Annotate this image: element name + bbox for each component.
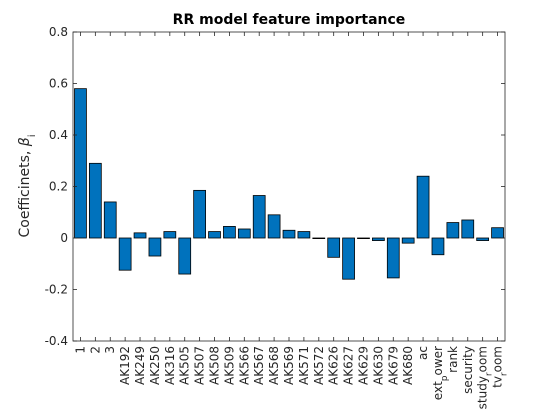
- y-tick-label: -0.2: [45, 283, 68, 297]
- bar-AK571: [297, 231, 311, 239]
- bar-AK567: [252, 195, 266, 239]
- plot-frame: [72, 31, 506, 342]
- bar-AK679: [386, 237, 400, 279]
- bar-AK568: [267, 214, 281, 239]
- x-tick-label: studyroom: [476, 346, 495, 409]
- bar-AK316: [163, 231, 177, 239]
- x-tick-label: AK316: [163, 346, 177, 385]
- bar-AK626: [327, 237, 341, 258]
- bar-AK566: [237, 228, 251, 239]
- y-axis-label: Coefficinets, βi: [17, 135, 38, 238]
- x-tick-label: AK505: [178, 346, 192, 385]
- x-tick-label: AK679: [386, 346, 400, 385]
- y-tick-label: 0.2: [49, 180, 68, 194]
- bar-AK572: [312, 237, 326, 240]
- x-tick-label: AK630: [371, 346, 385, 385]
- x-axis-ticks: 1 2 3 AK192 AK249 AK250 AK316 AK505 AK507 AK508 AK…: [73, 32, 510, 409]
- y-tick-label: 0.8: [49, 25, 68, 39]
- x-tick-label: security: [461, 346, 475, 394]
- x-tick-label: AK192: [118, 346, 132, 385]
- x-tick-label: AK507: [193, 346, 207, 385]
- bar-AK505: [178, 237, 192, 275]
- bar-1: [74, 88, 87, 239]
- bar-ac: [416, 175, 430, 239]
- bar-rank: [446, 222, 460, 239]
- x-tick-label: AK249: [133, 346, 147, 385]
- bars-group: [74, 88, 504, 280]
- x-tick-label: AK627: [342, 346, 356, 385]
- x-tick-label: 3: [103, 346, 117, 354]
- x-tick-label: AK626: [327, 346, 341, 385]
- bar-3: [103, 201, 117, 239]
- bar-AK509: [223, 226, 236, 239]
- bar-2: [88, 162, 102, 239]
- x-tick-label: 1: [73, 346, 87, 354]
- bar-ext_power: [431, 237, 445, 256]
- plot-area: [72, 31, 506, 342]
- y-tick-label: 0.4: [49, 128, 68, 142]
- bar-study_room: [476, 237, 490, 241]
- x-tick-label: AK571: [297, 346, 311, 385]
- bar-AK629: [357, 237, 370, 240]
- x-tick-label: 2: [88, 346, 102, 354]
- x-tick-label: ac: [416, 346, 430, 360]
- bar-AK249: [133, 232, 147, 239]
- bar-AK250: [148, 237, 162, 257]
- x-tick-label: AK568: [267, 346, 281, 385]
- x-tick-label: AK572: [312, 346, 326, 385]
- bar-AK627: [342, 237, 355, 280]
- bar-AK507: [193, 189, 206, 239]
- bar-AK192: [118, 237, 132, 271]
- bar-AK569: [282, 229, 296, 239]
- x-tick-label: AK680: [401, 346, 415, 385]
- x-tick-label: rank: [446, 346, 460, 373]
- y-tick-label: 0: [60, 231, 68, 245]
- x-tick-label: extpower: [431, 346, 450, 400]
- y-tick-label: 0.6: [49, 77, 68, 91]
- bar-AK630: [372, 237, 385, 241]
- x-tick-label: AK629: [356, 346, 370, 385]
- x-tick-label: AK569: [282, 346, 296, 385]
- chart-title: RR model feature importance: [173, 12, 406, 28]
- x-tick-label: AK566: [237, 346, 251, 385]
- x-tick-label: AK250: [148, 346, 162, 385]
- bar-AK508: [208, 231, 221, 239]
- y-tick-label: -0.4: [45, 334, 68, 348]
- bar-tv_room: [491, 227, 504, 239]
- x-tick-label: AK567: [252, 346, 266, 385]
- x-tick-label: tvroom: [491, 346, 510, 388]
- bar-AK680: [401, 237, 415, 244]
- x-tick-label: AK508: [208, 346, 222, 385]
- bar-security: [461, 219, 475, 239]
- y-axis-ticks: -0.4 -0.2 0 0.2 0.4 0.6 0.8: [45, 25, 505, 348]
- x-tick-label: AK509: [222, 346, 236, 385]
